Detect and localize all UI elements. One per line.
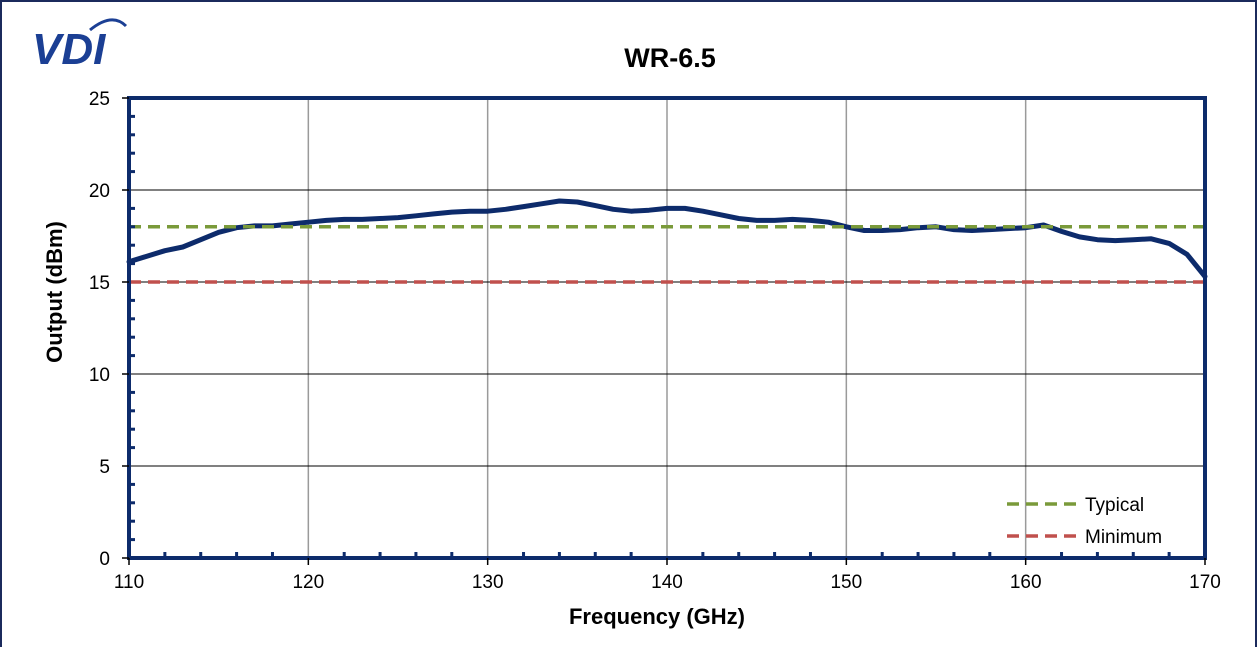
y-minor-tick bbox=[131, 133, 135, 137]
x-axis-label: Frequency (GHz) bbox=[569, 604, 745, 629]
x-minor-tick bbox=[414, 552, 418, 556]
x-minor-tick bbox=[773, 552, 777, 556]
series-layer bbox=[126, 198, 1208, 284]
x-minor-tick bbox=[270, 552, 274, 556]
y-tick-label: 10 bbox=[89, 365, 110, 386]
x-tick-label: 130 bbox=[472, 572, 504, 593]
y-minor-tick bbox=[131, 538, 135, 542]
x-minor-tick bbox=[342, 552, 346, 556]
y-minor-tick bbox=[131, 317, 135, 321]
x-minor-tick bbox=[737, 552, 741, 556]
legend-label-typical: Typical bbox=[1085, 495, 1144, 516]
y-minor-tick bbox=[131, 501, 135, 505]
x-minor-tick bbox=[1131, 552, 1135, 556]
y-minor-tick bbox=[131, 427, 135, 431]
y-tick-label: 0 bbox=[99, 549, 110, 570]
x-minor-tick bbox=[557, 552, 561, 556]
y-minor-tick bbox=[131, 354, 135, 358]
x-minor-tick bbox=[1167, 552, 1171, 556]
y-minor-tick bbox=[131, 298, 135, 302]
x-minor-tick bbox=[199, 552, 203, 556]
y-minor-tick bbox=[131, 335, 135, 339]
y-tick-label: 5 bbox=[99, 457, 110, 478]
x-tick-label: 160 bbox=[1010, 572, 1042, 593]
y-minor-tick bbox=[131, 409, 135, 413]
x-minor-tick bbox=[1060, 552, 1064, 556]
y-minor-tick bbox=[131, 170, 135, 174]
y-minor-tick bbox=[131, 225, 135, 229]
x-minor-tick bbox=[593, 552, 597, 556]
vdi-logo: VDI bbox=[32, 18, 128, 74]
x-minor-tick bbox=[235, 552, 239, 556]
y-minor-tick bbox=[131, 446, 135, 450]
legend-label-minimum: Minimum bbox=[1085, 527, 1162, 548]
x-minor-tick bbox=[880, 552, 884, 556]
x-minor-tick bbox=[629, 552, 633, 556]
y-minor-tick bbox=[131, 390, 135, 394]
x-minor-tick bbox=[522, 552, 526, 556]
y-tick-label: 25 bbox=[89, 89, 110, 110]
x-tick-label: 120 bbox=[292, 572, 324, 593]
y-minor-tick bbox=[131, 482, 135, 486]
x-minor-tick bbox=[450, 552, 454, 556]
y-minor-tick bbox=[131, 243, 135, 247]
x-minor-tick bbox=[163, 552, 167, 556]
x-tick-label: 170 bbox=[1189, 572, 1221, 593]
y-tick-label: 20 bbox=[89, 181, 110, 202]
axis-layer: 110 120 130 140 150 160 170 0 5 10 15 20 25 bbox=[89, 89, 1221, 593]
y-minor-tick bbox=[131, 262, 135, 266]
y-axis-label: Output (dBm) bbox=[42, 221, 67, 363]
x-tick-label: 150 bbox=[830, 572, 862, 593]
x-minor-tick bbox=[952, 552, 956, 556]
x-minor-tick bbox=[701, 552, 705, 556]
chart-title: WR-6.5 bbox=[624, 43, 716, 73]
logo-swoosh bbox=[89, 18, 128, 32]
y-minor-tick bbox=[131, 151, 135, 155]
x-minor-tick bbox=[916, 552, 920, 556]
x-minor-tick bbox=[808, 552, 812, 556]
x-tick-label: 140 bbox=[651, 572, 683, 593]
legend: Typical Minimum bbox=[1007, 495, 1162, 548]
y-minor-tick bbox=[131, 114, 135, 118]
y-tick-label: 15 bbox=[89, 273, 110, 294]
grid-layer bbox=[129, 98, 1205, 558]
logo-text: VDI bbox=[32, 25, 106, 74]
x-minor-tick bbox=[1095, 552, 1099, 556]
x-minor-tick bbox=[378, 552, 382, 556]
y-minor-tick bbox=[131, 519, 135, 523]
y-minor-tick bbox=[131, 206, 135, 210]
x-minor-tick bbox=[988, 552, 992, 556]
x-tick-label: 110 bbox=[114, 572, 144, 593]
